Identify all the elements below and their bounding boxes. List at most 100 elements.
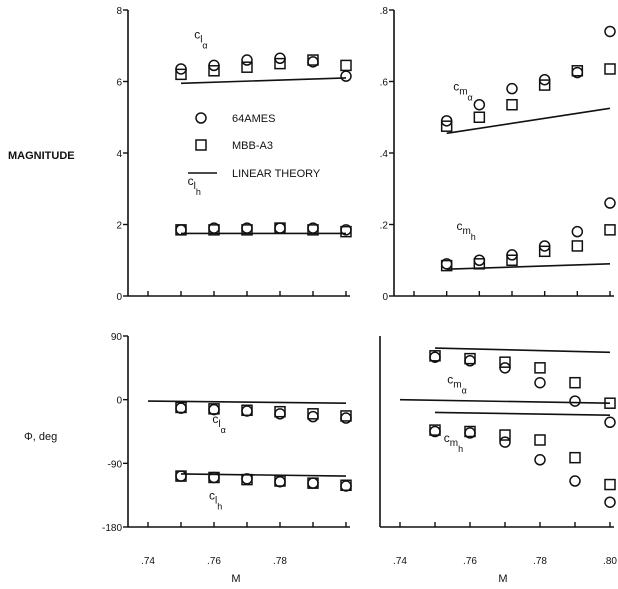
point-mbb-a3-bottom-right-4-4 xyxy=(569,451,581,464)
point-mbb-a3-top-right-4-0 xyxy=(440,259,453,272)
point-64ames-top-right-0-5 xyxy=(604,25,616,38)
point-mbb-a3-bottom-left-1-5 xyxy=(340,410,352,422)
point-mbb-a3-bottom-right-1-1 xyxy=(464,352,476,365)
point-mbb-a3-bottom-right-1-0 xyxy=(429,350,441,362)
series-line-linear-theory-top-right-2 xyxy=(446,107,611,135)
point-64ames-top-right-3-5 xyxy=(604,197,616,209)
coefficient-label-bottom-left-1: clh xyxy=(209,488,222,511)
point-64ames-bottom-left-3-4 xyxy=(307,477,319,489)
coefficient-label-top-right-1: cmh xyxy=(456,219,475,242)
coefficient-label-bottom-left-0: clα xyxy=(212,412,225,435)
x-tick-label-bottom-right-1: .76 xyxy=(463,556,477,567)
x-tick-label-bottom-left-2: .78 xyxy=(273,556,287,567)
y-tick-label-top-left-1: 2 xyxy=(116,221,122,232)
point-64ames-top-left-0-2 xyxy=(241,54,253,66)
point-mbb-a3-top-left-1-5 xyxy=(340,59,352,72)
point-mbb-a3-bottom-right-4-3 xyxy=(534,434,546,446)
y-tick-label-top-right-3: .6 xyxy=(380,78,389,89)
x-tick-label-bottom-right-2: .78 xyxy=(533,556,547,567)
x-axis-label-right: M xyxy=(498,573,507,585)
point-64ames-bottom-right-3-2 xyxy=(499,436,511,448)
point-mbb-a3-bottom-left-1-1 xyxy=(208,403,220,415)
point-64ames-bottom-right-0-3 xyxy=(534,376,546,389)
point-64ames-bottom-left-3-5 xyxy=(340,480,352,492)
point-mbb-a3-top-right-1-3 xyxy=(538,79,551,91)
point-64ames-bottom-left-0-2 xyxy=(241,405,253,417)
point-mbb-a3-top-left-1-2 xyxy=(241,61,253,73)
coefficient-label-bottom-right-1: cmh xyxy=(444,431,463,454)
y-tick-label-top-left-2: 4 xyxy=(116,149,122,160)
legend-marker-64ames xyxy=(195,112,207,124)
point-mbb-a3-top-right-4-3 xyxy=(538,245,551,258)
point-mbb-a3-top-right-4-4 xyxy=(571,240,584,252)
point-mbb-a3-bottom-left-1-4 xyxy=(307,408,319,420)
x-tick-label-bottom-left-1: .76 xyxy=(207,556,221,567)
point-mbb-a3-bottom-right-4-5 xyxy=(604,478,616,491)
point-mbb-a3-top-left-1-0 xyxy=(175,68,187,81)
point-mbb-a3-bottom-left-4-3 xyxy=(274,475,286,487)
point-mbb-a3-bottom-right-4-0 xyxy=(429,424,441,436)
point-64ames-top-right-0-1 xyxy=(473,98,486,111)
y-tick-label-top-left-3: 6 xyxy=(116,78,122,89)
legend-label-mbb-a3: MBB-A3 xyxy=(232,140,273,152)
point-64ames-bottom-left-3-0 xyxy=(175,470,187,482)
point-mbb-a3-top-left-4-2 xyxy=(241,224,253,236)
point-mbb-a3-top-left-4-1 xyxy=(208,224,220,236)
point-64ames-top-right-3-1 xyxy=(473,254,486,266)
point-mbb-a3-bottom-right-1-3 xyxy=(534,362,546,374)
y-tick-label-bottom-left-3: 90 xyxy=(111,332,123,343)
series-line-linear-theory-bottom-right-5 xyxy=(434,411,611,417)
point-64ames-top-left-0-5 xyxy=(340,70,352,82)
y-tick-label-top-left-0: 0 xyxy=(116,292,122,303)
point-mbb-a3-bottom-right-4-1 xyxy=(464,425,476,438)
coefficient-label-top-left-0: clα xyxy=(194,28,207,51)
y-tick-label-top-right-4: .8 xyxy=(380,6,389,17)
point-mbb-a3-top-left-4-0 xyxy=(175,224,187,236)
x-tick-label-bottom-left-0: .74 xyxy=(141,556,155,567)
point-mbb-a3-top-right-1-1 xyxy=(473,111,486,123)
point-64ames-top-right-3-4 xyxy=(571,225,584,238)
point-mbb-a3-bottom-left-4-0 xyxy=(175,470,187,482)
point-mbb-a3-bottom-right-1-2 xyxy=(499,356,511,368)
y-tick-label-top-left-4: 8 xyxy=(116,6,122,17)
point-mbb-a3-top-right-1-5 xyxy=(604,63,616,75)
panel-bottom-left: -180 -90 0 90 .74 .76 .78 clα clh xyxy=(102,332,352,567)
point-mbb-a3-top-left-4-4 xyxy=(307,224,319,236)
legend: 64AMES MBB-A3 LINEAR THEORY xyxy=(188,112,321,180)
x-tick-label-bottom-right-3: .80 xyxy=(603,556,617,567)
point-mbb-a3-bottom-left-4-1 xyxy=(208,471,220,484)
point-mbb-a3-top-left-4-5 xyxy=(340,225,352,238)
point-64ames-top-right-0-2 xyxy=(506,82,518,95)
series-line-linear-theory-bottom-left-2 xyxy=(147,400,347,405)
coefficient-label-top-left-1: clh xyxy=(188,174,201,197)
panel-top-right: 0 .2 .4 .6 .8 cmα cmh xyxy=(380,6,616,303)
point-64ames-bottom-right-3-3 xyxy=(534,454,546,466)
point-mbb-a3-bottom-left-4-4 xyxy=(307,477,319,489)
panel-bottom-right: .74 .76 .78 .80 cmα cmh xyxy=(379,336,617,567)
point-mbb-a3-bottom-left-1-2 xyxy=(241,404,253,417)
phase-axis-label: Φ, deg xyxy=(24,431,57,443)
point-mbb-a3-bottom-right-1-4 xyxy=(569,376,581,389)
y-tick-label-top-right-1: .2 xyxy=(380,221,389,232)
point-mbb-a3-top-right-4-2 xyxy=(506,254,518,266)
coefficient-label-bottom-right-0: cmα xyxy=(447,372,467,395)
point-64ames-bottom-right-0-5 xyxy=(604,416,616,429)
point-64ames-bottom-left-0-4 xyxy=(307,410,319,423)
legend-marker-mbb-a3 xyxy=(195,139,207,151)
panel-top-left: 0 2 4 6 8 clα clh xyxy=(116,6,352,303)
point-mbb-a3-top-left-1-1 xyxy=(208,65,220,77)
point-mbb-a3-bottom-left-1-3 xyxy=(274,405,286,418)
legend-label-64ames: 64AMES xyxy=(232,113,275,125)
point-mbb-a3-top-left-1-4 xyxy=(307,54,319,66)
point-64ames-bottom-left-0-0 xyxy=(175,402,187,414)
legend-label-linear-theory: LINEAR THEORY xyxy=(232,168,321,180)
y-tick-label-top-right-0: 0 xyxy=(382,292,388,303)
y-tick-label-bottom-left-2: 0 xyxy=(116,396,122,407)
x-tick-label-bottom-right-0: .74 xyxy=(393,556,407,567)
series-line-linear-theory-bottom-left-5 xyxy=(180,473,347,477)
series-line-linear-theory-top-left-2 xyxy=(180,77,347,85)
point-64ames-top-left-3-3 xyxy=(274,222,286,234)
point-mbb-a3-top-right-4-5 xyxy=(604,224,616,236)
point-mbb-a3-top-right-1-0 xyxy=(440,120,453,132)
